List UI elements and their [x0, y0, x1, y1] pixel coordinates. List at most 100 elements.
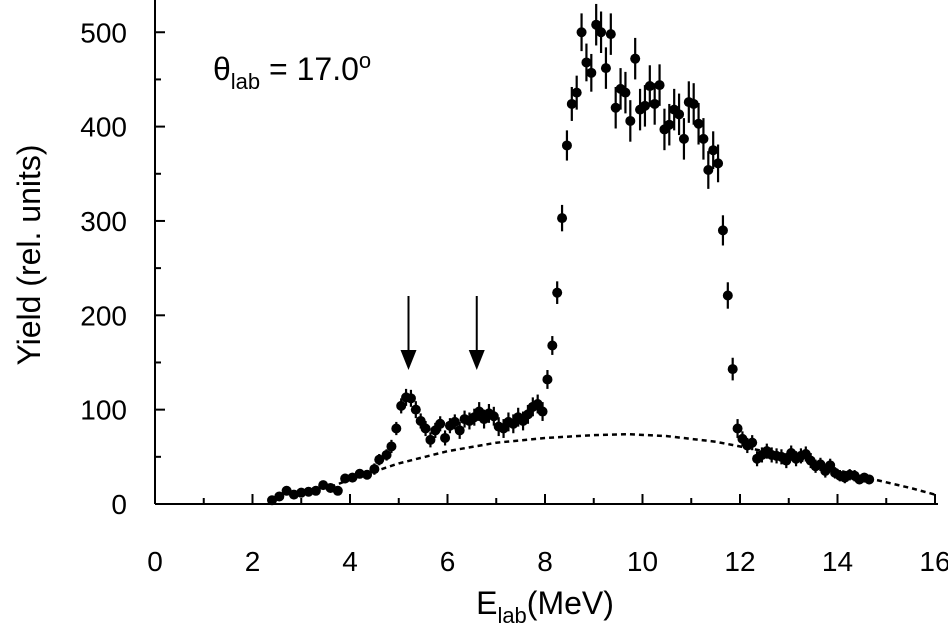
data-point — [781, 453, 792, 469]
point-marker — [522, 409, 533, 420]
data-point — [332, 485, 343, 496]
point-marker — [532, 398, 543, 409]
point-marker — [654, 80, 665, 91]
point-marker — [410, 404, 421, 415]
point-marker — [717, 225, 728, 236]
point-marker — [405, 393, 416, 404]
point-marker — [542, 374, 553, 385]
angle-value: = 17.0 — [260, 51, 359, 87]
data-point — [369, 463, 380, 475]
data-point — [825, 458, 836, 472]
data-point — [440, 430, 451, 446]
point-marker — [454, 425, 465, 436]
point-marker — [674, 109, 685, 120]
x-label-suffix: (MeV) — [527, 585, 614, 621]
data-point — [586, 53, 597, 92]
y-tick-label: 200 — [80, 300, 127, 331]
point-marker — [425, 434, 436, 445]
arrow-head — [400, 350, 417, 370]
point-marker — [581, 57, 592, 68]
point-marker — [722, 290, 733, 301]
data-point — [639, 85, 650, 127]
x-label-main: E — [476, 585, 497, 621]
point-marker — [610, 102, 621, 113]
data-point — [688, 83, 699, 125]
point-marker — [274, 491, 285, 502]
point-marker — [678, 133, 689, 144]
point-marker — [649, 98, 660, 109]
data-point — [625, 100, 636, 142]
point-marker — [537, 406, 548, 417]
point-marker — [354, 468, 365, 479]
data-point — [537, 402, 548, 421]
data-point — [717, 215, 728, 246]
point-marker — [698, 133, 709, 144]
point-marker — [713, 158, 724, 169]
point-marker — [420, 423, 431, 434]
data-point — [732, 419, 743, 438]
x-axis-label: Elab(MeV) — [476, 585, 614, 627]
data-point — [561, 130, 572, 161]
x-tick-label: 14 — [822, 546, 853, 577]
peak-arrow — [400, 296, 417, 370]
x-label-subscript: lab — [497, 603, 526, 627]
data-point — [591, 3, 602, 46]
x-tick-label: 0 — [147, 546, 163, 577]
data-point — [571, 75, 582, 110]
data-point — [552, 281, 563, 304]
data-point — [381, 449, 392, 461]
data-point — [747, 435, 758, 451]
data-point — [405, 389, 416, 407]
point-marker — [440, 432, 451, 443]
data-point — [630, 37, 641, 80]
point-marker — [566, 98, 577, 109]
point-marker — [727, 364, 738, 375]
point-marker — [362, 469, 373, 480]
y-axis-ticks: 0 100 200 300 400 500 — [80, 17, 165, 520]
data-point — [449, 414, 460, 430]
x-axis-ticks: 0 2 4 6 8 10 12 14 16 — [147, 494, 948, 577]
data-point — [722, 282, 733, 309]
data-point — [600, 47, 611, 89]
data-point — [410, 401, 421, 419]
data-point — [713, 144, 724, 183]
data-point — [644, 65, 655, 107]
data-point — [274, 491, 285, 502]
data-point — [703, 151, 714, 189]
data-point — [488, 406, 499, 426]
point-marker — [664, 119, 675, 130]
theta-symbol: θ — [213, 51, 231, 87]
background-curve-line — [330, 432, 936, 496]
point-marker — [576, 27, 587, 38]
data-point — [727, 357, 738, 381]
x-tick-label: 6 — [440, 546, 456, 577]
point-marker — [449, 416, 460, 427]
x-tick-label: 2 — [245, 546, 261, 577]
y-tick-label: 400 — [80, 112, 127, 143]
y-tick-label: 300 — [80, 206, 127, 237]
data-point — [425, 432, 436, 448]
point-marker — [781, 455, 792, 466]
point-marker — [369, 464, 380, 475]
data-point — [620, 71, 631, 114]
plot-frame — [154, 0, 938, 505]
y-axis-label: Yield (rel. units) — [11, 144, 47, 365]
data-point — [542, 370, 553, 389]
point-marker — [381, 449, 392, 460]
x-tick-label: 4 — [342, 546, 358, 577]
data-point — [522, 404, 533, 424]
data-point — [610, 86, 621, 129]
data-point — [362, 469, 373, 480]
point-marker — [474, 406, 485, 417]
data-point — [864, 474, 875, 485]
data-point — [649, 83, 660, 125]
point-marker — [340, 473, 351, 484]
point-marker — [620, 87, 631, 98]
data-point — [693, 103, 704, 145]
data-point — [340, 473, 351, 484]
point-marker — [571, 87, 582, 98]
data-point — [654, 64, 665, 106]
point-marker — [605, 29, 616, 40]
y-tick-label: 0 — [111, 489, 127, 520]
